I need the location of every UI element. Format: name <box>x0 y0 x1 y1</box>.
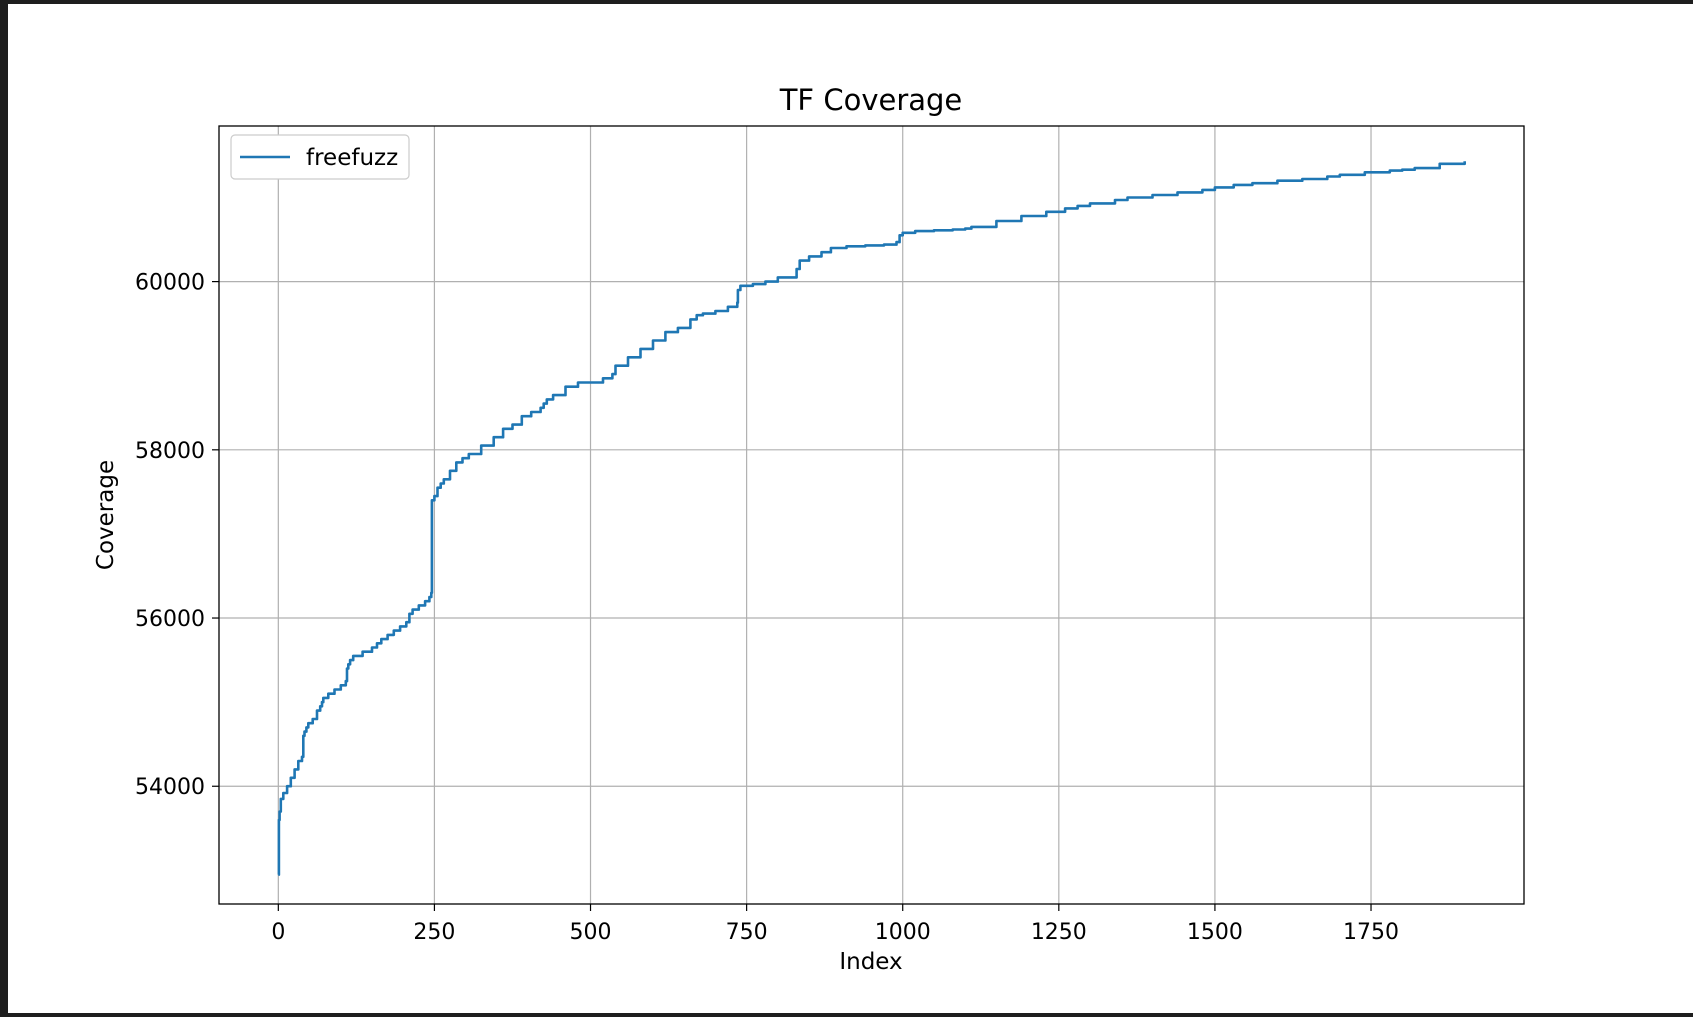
series-line-freefuzz <box>277 161 1466 876</box>
x-tick-label: 1000 <box>875 920 931 945</box>
chart-title: TF Coverage <box>779 83 963 117</box>
plot-frame <box>218 125 1525 905</box>
x-axis-label: Index <box>839 949 902 975</box>
x-tick-label: 1750 <box>1343 920 1399 945</box>
grid-lines <box>219 126 1524 904</box>
y-tick-label: 56000 <box>135 607 205 632</box>
x-tick-label: 1250 <box>1031 920 1087 945</box>
y-tick-label: 60000 <box>135 271 205 296</box>
legend: freefuzz <box>230 134 410 180</box>
legend-box <box>230 134 410 180</box>
x-tick-label: 500 <box>570 920 612 945</box>
y-tick-label: 54000 <box>135 775 205 800</box>
x-tick-label: 250 <box>413 920 455 945</box>
x-tick-label: 1500 <box>1187 920 1243 945</box>
legend-label: freefuzz <box>306 145 398 171</box>
y-axis-label: Coverage <box>93 460 119 570</box>
x-ticks: 0 250 500 750 1000 1250 1500 1750 <box>271 904 1399 945</box>
y-ticks: 54000 56000 58000 60000 <box>135 271 219 800</box>
data-series <box>277 161 1466 876</box>
x-tick-label: 750 <box>726 920 768 945</box>
x-tick-label: 0 <box>271 920 285 945</box>
y-tick-label: 58000 <box>135 439 205 464</box>
